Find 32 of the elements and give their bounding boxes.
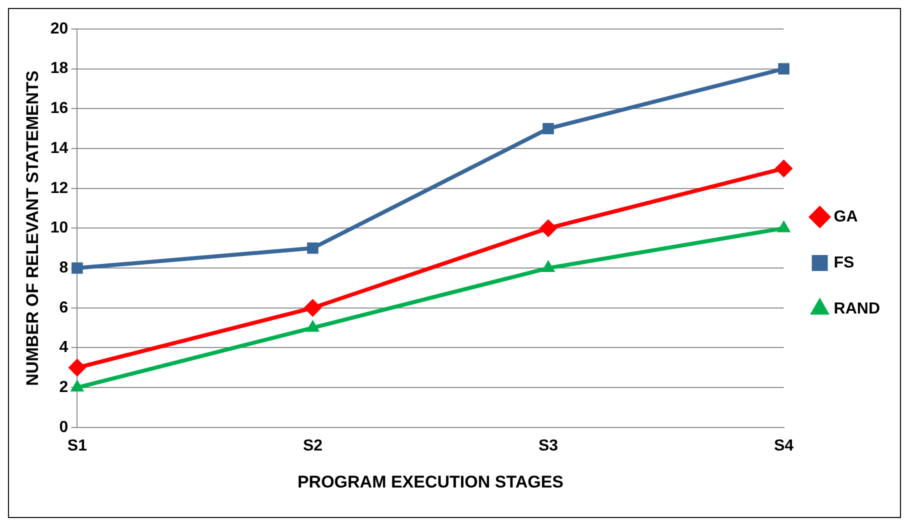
point bbox=[778, 63, 790, 74]
y-axis-title: NUMBER OF RELEVANT STATEMENTS bbox=[22, 70, 42, 386]
y-tick-label: 18 bbox=[50, 60, 68, 78]
y-tick-label: 0 bbox=[59, 418, 68, 436]
x-tick-label: S4 bbox=[774, 437, 794, 454]
y-tick-label: 2 bbox=[59, 378, 68, 396]
y-tick-label: 12 bbox=[50, 180, 68, 197]
y-tick-label: 10 bbox=[50, 220, 68, 237]
legend-label: RAND bbox=[834, 300, 880, 318]
legend-label: FS bbox=[834, 254, 855, 272]
point bbox=[306, 320, 320, 332]
point bbox=[307, 242, 318, 254]
y-tick-label: 6 bbox=[59, 299, 68, 316]
point bbox=[70, 380, 84, 392]
point bbox=[539, 219, 558, 238]
point bbox=[774, 159, 793, 178]
point bbox=[776, 220, 791, 232]
y-tick-label: 4 bbox=[59, 339, 68, 356]
point bbox=[72, 262, 83, 274]
x-axis-title: PROGRAM EXECUTION STAGES bbox=[297, 472, 564, 492]
point bbox=[68, 358, 86, 377]
y-tick-label: 8 bbox=[59, 259, 68, 276]
point bbox=[541, 260, 556, 272]
x-tick-label: S3 bbox=[538, 437, 558, 454]
y-tick-label: 16 bbox=[50, 100, 68, 118]
x-tick-label: S2 bbox=[302, 437, 323, 454]
legend-label: GA bbox=[834, 208, 858, 226]
x-tick-label: S1 bbox=[67, 437, 88, 454]
y-tick-label: 14 bbox=[50, 140, 68, 157]
point bbox=[542, 122, 554, 134]
point bbox=[304, 298, 322, 317]
y-tick-label: 20 bbox=[50, 20, 68, 38]
